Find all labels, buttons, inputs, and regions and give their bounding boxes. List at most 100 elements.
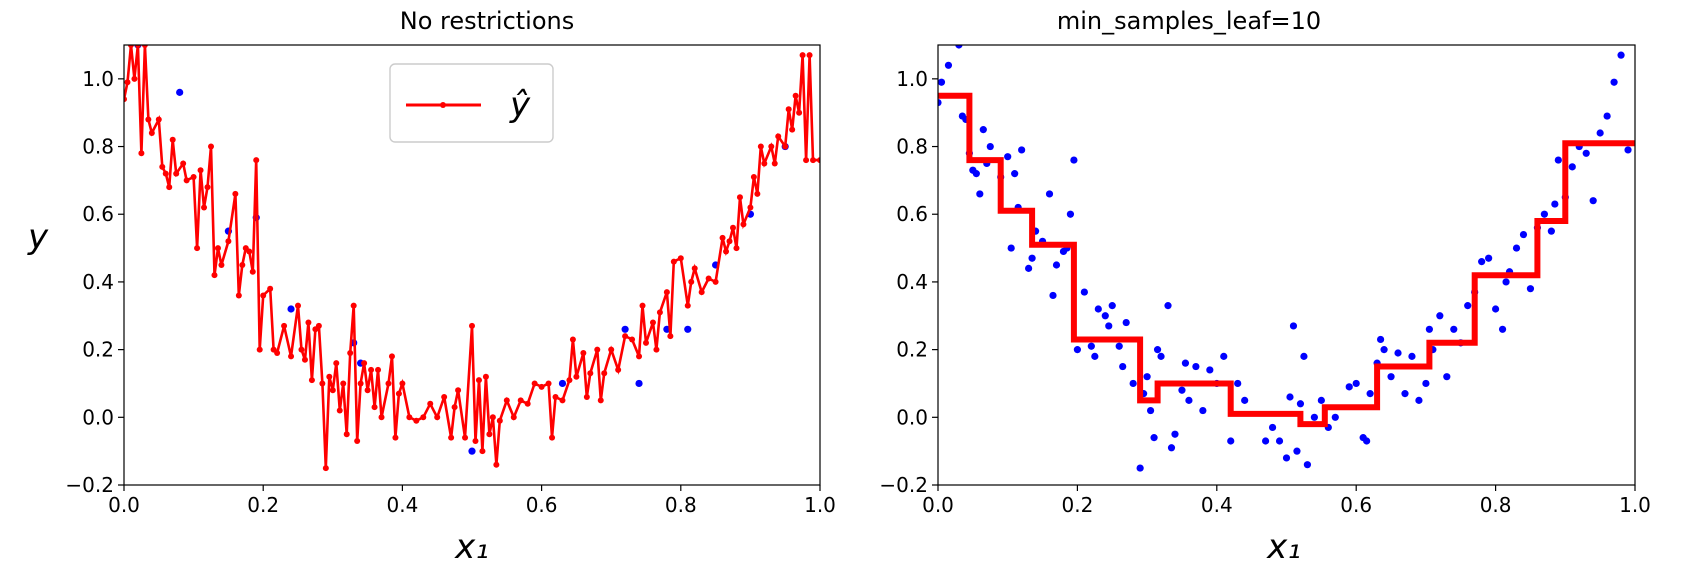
left-prediction-marker [288,353,295,360]
left-prediction-marker [792,92,799,99]
left-prediction-marker [803,157,810,164]
left-prediction-marker [712,278,719,285]
right-data-point [1108,302,1116,310]
left-prediction-marker [361,360,368,367]
right-data-point [1394,349,1402,357]
right-data-point [972,170,980,178]
right-data-point [1167,444,1176,452]
left-prediction-marker [810,157,817,164]
left-prediction-marker [469,322,475,329]
right-data-point [1070,156,1078,164]
right-data-point [938,78,946,86]
left-prediction-marker [601,370,608,377]
left-prediction-marker [493,461,500,468]
left-prediction-marker [368,366,375,373]
right-data-point [1443,373,1451,381]
left-prediction-marker [545,380,552,387]
right-data-point [1617,51,1625,59]
left-prediction-marker [388,353,395,360]
right-data-point [1192,362,1200,371]
right-data-point [1073,346,1081,354]
right-data-point [1519,230,1528,239]
left-prediction-marker [315,322,322,329]
left-prediction-marker [141,45,148,48]
left-xtick-label: 0.4 [386,493,418,517]
right-data-point [1376,335,1385,344]
left-ytick-label: 0.8 [82,135,114,159]
right-data-point [1227,437,1235,445]
right-data-point [1178,386,1186,394]
right-prediction-line [938,92,1635,428]
right-data-point [1105,322,1113,330]
right-data-point [1296,400,1305,408]
left-prediction-marker [636,353,643,360]
left-prediction-marker [684,302,691,309]
left-prediction-marker [740,221,747,228]
left-prediction-marker [145,116,152,123]
left-prediction-marker [232,190,239,197]
left-prediction-marker [670,258,677,265]
left-prediction-marker [298,346,305,353]
right-data-point [1150,434,1158,442]
right-ytick-label: 0.4 [896,270,928,294]
left-prediction-marker [319,380,326,387]
right-data-point [1171,430,1179,438]
left-prediction-marker [594,346,601,353]
right-xtick-label: 1.0 [1619,493,1651,517]
left-prediction-marker [496,417,503,424]
left-prediction-marker [656,309,663,316]
left-prediction-marker [378,414,385,421]
right-ytick-label: −0.2 [879,473,928,497]
left-prediction-marker [580,350,587,356]
left-prediction-marker [131,75,138,82]
right-plot-area [937,44,1636,486]
left-prediction-marker [427,400,434,407]
left-prediction-marker [333,360,340,367]
left-prediction-marker [211,272,218,279]
right-data-point [1596,129,1604,137]
right-data-point [1122,318,1130,327]
left-prediction-marker [455,387,462,394]
left-prediction-marker [392,434,399,441]
right-data-point [1293,447,1301,455]
right-data-point [1554,156,1562,164]
right-data-point [1415,396,1423,404]
left-prediction-marker [148,130,155,136]
right-data-point [1025,264,1033,272]
left-prediction-marker [364,387,371,394]
left-prediction-marker [190,174,197,180]
left-prediction-marker [517,397,524,404]
left-plot-area [123,44,821,486]
left-prediction-marker [413,417,420,424]
left-prediction-marker [169,136,176,143]
left-prediction-marker [194,245,201,252]
left-prediction-marker [587,370,594,377]
right-data-point [979,126,987,134]
right-xtick-label: 0.8 [1480,493,1512,517]
left-ytick-label: 0.2 [82,338,114,362]
left-prediction-marker [134,45,141,48]
left-prediction-marker [267,285,274,292]
legend-box [389,63,554,143]
left-prediction-marker [489,414,496,421]
right-data-point [938,98,942,107]
right-data-point [1220,352,1228,360]
left-xlabel: x₁ [454,527,489,567]
right-data-point [1275,437,1284,445]
right-data-point [1080,288,1088,296]
left-prediction-marker [301,356,308,363]
left-axes-frame [123,44,821,486]
legend: ŷ [389,63,554,143]
right-data-point [1199,406,1207,415]
left-prediction-marker [549,434,556,441]
left-prediction-marker [329,387,336,394]
left-prediction-marker [726,238,733,245]
right-data-point [1422,379,1430,388]
left-prediction-marker [274,350,281,356]
left-prediction-marker [166,184,173,191]
right-data-point [1234,379,1242,388]
right-data-point [1425,325,1433,333]
left-prediction-marker [531,380,538,387]
right-data-point [944,61,953,69]
right-data-point [1004,153,1012,161]
